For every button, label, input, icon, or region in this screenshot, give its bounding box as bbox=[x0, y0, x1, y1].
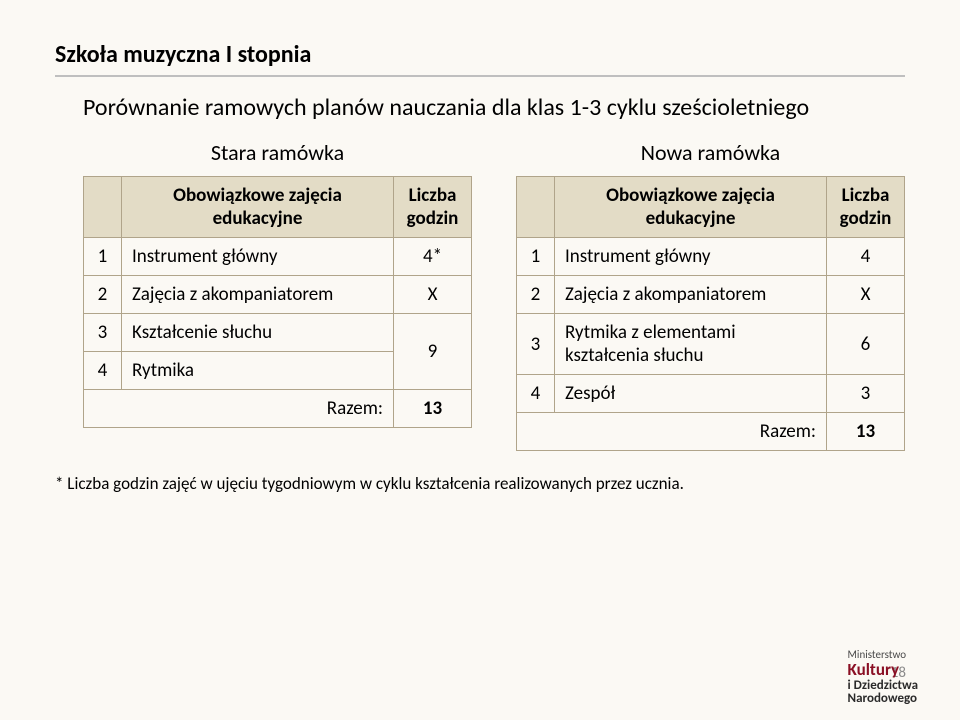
left-table: Obowiązkowe zajęcia edukacyjne Liczba go… bbox=[83, 176, 472, 428]
row-val: 3 bbox=[827, 375, 905, 413]
total-row: Razem: 13 bbox=[84, 390, 472, 428]
total-val: 13 bbox=[394, 390, 472, 428]
right-column: Nowa ramówka Obowiązkowe zajęcia edukacy… bbox=[516, 139, 905, 451]
row-val: 6 bbox=[827, 314, 905, 375]
row-num: 2 bbox=[517, 276, 555, 314]
row-val: X bbox=[827, 276, 905, 314]
row-val: X bbox=[394, 276, 472, 314]
table-header-blank bbox=[517, 177, 555, 238]
right-head-2: Liczba godzin bbox=[827, 177, 905, 238]
row-num: 2 bbox=[84, 276, 122, 314]
total-label: Razem: bbox=[517, 413, 827, 451]
row-val: 4* bbox=[394, 238, 472, 276]
row-label: Kształcenie słuchu bbox=[122, 314, 394, 352]
row-val: 4 bbox=[827, 238, 905, 276]
total-val: 13 bbox=[827, 413, 905, 451]
table-row: 1 Instrument główny 4* bbox=[84, 238, 472, 276]
table-row: 3 Rytmika z elementami kształcenia słuch… bbox=[517, 314, 905, 375]
row-num: 4 bbox=[517, 375, 555, 413]
row-label: Zespół bbox=[555, 375, 827, 413]
total-label: Razem: bbox=[84, 390, 394, 428]
row-label: Instrument główny bbox=[555, 238, 827, 276]
right-head-1: Obowiązkowe zajęcia edukacyjne bbox=[555, 177, 827, 238]
right-table: Obowiązkowe zajęcia edukacyjne Liczba go… bbox=[516, 176, 905, 451]
row-num: 3 bbox=[517, 314, 555, 375]
ministry-line4: Narodowego bbox=[848, 692, 918, 706]
row-val-merged: 9 bbox=[394, 314, 472, 390]
ministry-line2: Kultury bbox=[848, 661, 918, 679]
row-num: 4 bbox=[84, 352, 122, 390]
table-header-blank bbox=[84, 177, 122, 238]
right-caption: Nowa ramówka bbox=[516, 139, 905, 166]
table-row: 1 Instrument główny 4 bbox=[517, 238, 905, 276]
table-row: 4 Zespół 3 bbox=[517, 375, 905, 413]
row-num: 1 bbox=[517, 238, 555, 276]
row-label: Rytmika z elementami kształcenia słuchu bbox=[555, 314, 827, 375]
ministry-logo: Ministerstwo Kultury i Dziedzictwa Narod… bbox=[848, 649, 918, 706]
subtitle: Porównanie ramowych planów nauczania dla… bbox=[83, 93, 905, 123]
left-column: Stara ramówka Obowiązkowe zajęcia edukac… bbox=[83, 139, 472, 451]
row-label: Zajęcia z akompaniatorem bbox=[122, 276, 394, 314]
row-num: 3 bbox=[84, 314, 122, 352]
table-row: 2 Zajęcia z akompaniatorem X bbox=[517, 276, 905, 314]
table-row: 2 Zajęcia z akompaniatorem X bbox=[84, 276, 472, 314]
left-head-1: Obowiązkowe zajęcia edukacyjne bbox=[122, 177, 394, 238]
table-row: 3 Kształcenie słuchu 9 bbox=[84, 314, 472, 352]
row-label: Zajęcia z akompaniatorem bbox=[555, 276, 827, 314]
total-row: Razem: 13 bbox=[517, 413, 905, 451]
ministry-line3: i Dziedzictwa bbox=[848, 679, 918, 693]
title-rule bbox=[55, 75, 905, 77]
row-label: Rytmika bbox=[122, 352, 394, 390]
row-num: 1 bbox=[84, 238, 122, 276]
left-head-2: Liczba godzin bbox=[394, 177, 472, 238]
left-caption: Stara ramówka bbox=[83, 139, 472, 166]
row-label: Instrument główny bbox=[122, 238, 394, 276]
footnote: * Liczba godzin zajęć w ujęciu tygodniow… bbox=[55, 473, 905, 494]
page-title: Szkoła muzyczna I stopnia bbox=[55, 40, 905, 69]
